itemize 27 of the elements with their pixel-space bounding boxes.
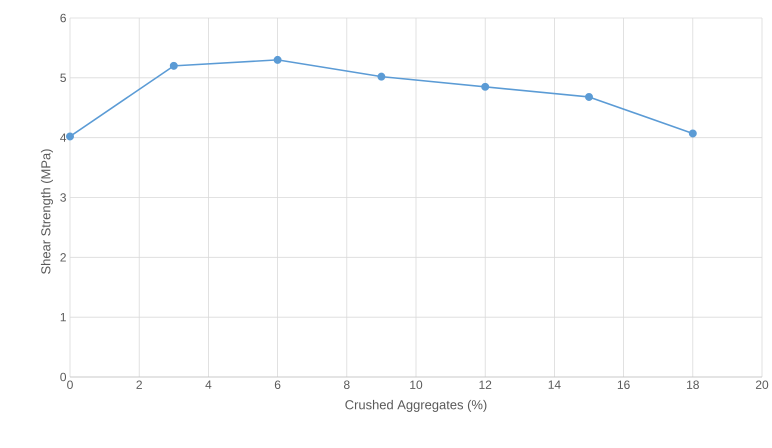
y-tick-label: 4: [60, 134, 66, 142]
point: [170, 62, 178, 70]
point: [377, 72, 386, 81]
x-tick-label: 12: [479, 380, 492, 389]
y-tick-label: 2: [60, 253, 66, 262]
x-tick-label: 18: [687, 380, 699, 389]
point: [481, 82, 490, 91]
x-tick-label: 8: [344, 380, 350, 389]
point: [66, 132, 74, 140]
x-tick-label: 14: [548, 380, 561, 389]
x-tick-label: 0: [67, 380, 73, 389]
point: [688, 129, 697, 138]
y-tick-label: 5: [60, 74, 66, 82]
y-tick-label: 0: [60, 372, 66, 382]
y-tick-label: 6: [60, 14, 66, 22]
point: [585, 92, 593, 101]
y-axis-title: Shear Strength (MPa): [40, 149, 53, 274]
y-tick-label: 3: [60, 193, 66, 202]
point: [274, 56, 282, 64]
x-tick-label: 4: [205, 380, 212, 389]
x-tick-label: 10: [410, 380, 422, 389]
x-axis-title: Crushed Aggregates (%): [345, 400, 486, 412]
x-tick-label: 2: [136, 380, 142, 389]
x-tick-label: 6: [274, 380, 280, 389]
y-tick-label: 1: [60, 313, 66, 322]
x-tick-label: 16: [618, 380, 630, 389]
x-tick-label: 20: [756, 380, 768, 389]
